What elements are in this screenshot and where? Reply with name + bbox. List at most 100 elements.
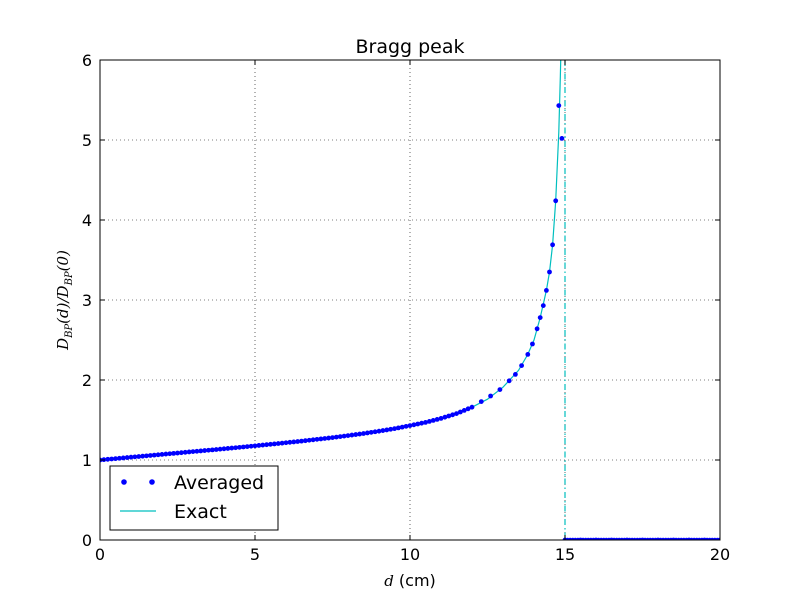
averaged-point [136,454,142,459]
averaged-point [513,372,518,377]
averaged-point [419,420,425,426]
averaged-point [252,443,258,449]
chart-title: Bragg peak [355,36,464,58]
averaged-point [717,537,720,540]
averaged-point [399,424,405,430]
averaged-point [291,439,297,445]
averaged-point [388,426,394,432]
averaged-point [190,449,196,454]
averaged-point [306,437,312,443]
y-label-d2: D [54,285,72,298]
averaged-point [556,103,562,108]
averaged-point [434,417,440,422]
averaged-point [337,434,343,439]
averaged-point [287,439,293,445]
averaged-point [163,451,169,457]
averaged-point [198,448,204,454]
averaged-point [330,435,335,440]
averaged-point [159,452,165,457]
y-label-mid1: (d)/ [54,296,72,324]
averaged-point [128,454,134,460]
averaged-point [442,414,448,420]
averaged-point [392,426,397,432]
averaged-point [221,446,227,452]
averaged-point [167,451,173,457]
averaged-point [368,429,374,435]
averaged-point [525,352,531,357]
y-tick-label: 1 [82,451,92,470]
averaged-point [403,423,409,429]
averaged-point [384,427,390,433]
averaged-point [229,445,235,451]
averaged-point [302,438,308,444]
legend-box [109,465,279,531]
y-label-sub2: BP [64,271,75,286]
averaged-point [534,326,540,332]
averaged-point [497,387,503,392]
y-tick-label: 2 [82,371,92,390]
averaged-point [237,444,242,450]
averaged-point [175,450,180,456]
averaged-point [202,448,208,453]
averaged-point [225,446,231,451]
averaged-point [206,447,211,453]
x-tick-label: 5 [250,545,260,564]
averaged-point [295,439,301,444]
series-layer [100,60,720,540]
averaged-point [454,411,459,416]
averaged-point [446,413,452,419]
x-axis-label: d (cm) [384,571,436,590]
y-tick-label: 0 [82,531,92,550]
averaged-point [299,438,304,444]
averaged-point [318,436,324,442]
averaged-point [116,455,122,461]
averaged-point [132,454,138,460]
averaged-point [155,452,161,458]
averaged-point [256,443,262,448]
averaged-point [423,420,428,425]
averaged-point [537,315,543,320]
averaged-point [469,404,475,410]
legend-exact-label: Exact [174,501,227,523]
averaged-point [109,456,115,462]
averaged-point [244,444,250,449]
averaged-point [426,419,432,424]
averaged-point [248,443,254,449]
ticks: 0 5 10 15 20 0 1 2 3 4 5 6 [82,51,730,564]
averaged-point [144,453,149,459]
averaged-point [547,269,552,275]
averaged-point [326,435,332,441]
averaged-point [322,436,328,441]
averaged-point [268,441,273,447]
averaged-point [147,453,153,458]
averaged-point [140,453,146,459]
averaged-point [488,393,493,399]
averaged-point [553,198,559,204]
averaged-point [376,428,382,434]
averaged-point [361,431,366,436]
legend-averaged-marker [121,479,127,485]
averaged-point [357,431,363,437]
y-tick-label: 5 [82,131,92,150]
averaged-point [120,455,126,461]
averaged-point [450,412,456,418]
y-label-d1: D [54,338,72,351]
averaged-point [171,450,177,456]
averaged-point [530,341,535,347]
y-label-sub1: BP [64,324,75,339]
averaged-point [194,448,200,454]
averaged-point [519,363,524,368]
averaged-point [415,421,421,427]
averaged-point [186,449,192,455]
averaged-point [105,456,111,462]
x-axis-label-unit: (cm) [399,571,436,590]
averaged-point [550,242,555,248]
averaged-point [275,441,281,446]
y-tick-label: 3 [82,291,92,310]
averaged-point [395,425,401,431]
averaged-point [349,432,355,438]
averaged-point [151,452,157,458]
averaged-point [124,455,130,460]
averaged-point [465,406,471,412]
